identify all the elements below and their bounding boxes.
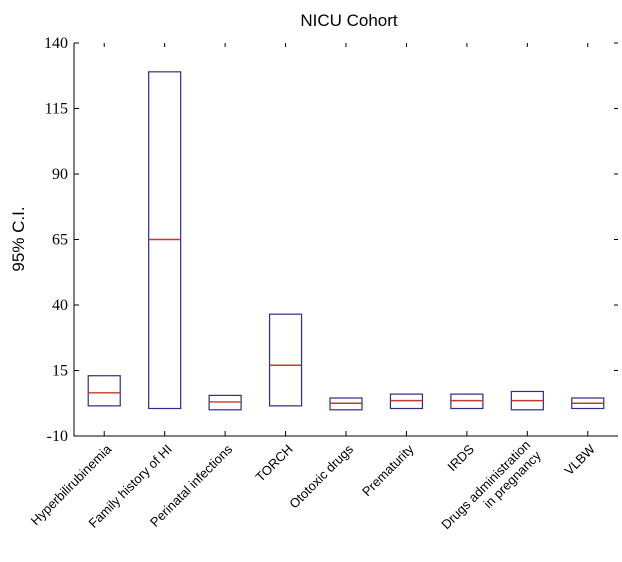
x-tick-label-line: Prematurity — [359, 441, 417, 499]
y-tick-label: 40 — [52, 297, 68, 314]
chart-title: NICU Cohort — [300, 11, 398, 30]
y-axis-label: 95% C.I. — [9, 206, 28, 271]
y-tick-label: 90 — [52, 166, 68, 183]
y-tick-label: 115 — [45, 101, 68, 118]
x-tick-label: Prematurity — [359, 441, 417, 499]
y-tick-label: 65 — [52, 232, 68, 249]
y-tick-label: 15 — [52, 363, 68, 380]
x-tick-label: VLBW — [561, 441, 598, 478]
x-tick-label-line: IRDS — [444, 441, 477, 474]
x-tick-label: TORCH — [253, 442, 296, 485]
x-tick-label: IRDS — [444, 441, 477, 474]
x-tick-label-line: TORCH — [253, 442, 296, 485]
ci-box — [87, 375, 121, 407]
ci-box — [268, 313, 303, 407]
plot-area: 14011590654015-10HyperbilirubinemiaFamil… — [28, 35, 618, 532]
x-tick-label-line: Drugs administration — [438, 437, 533, 532]
x-tick-label-line: Ototoxic drugs — [286, 441, 356, 511]
x-tick-label-line: VLBW — [561, 441, 598, 478]
y-tick-label: 140 — [44, 35, 68, 52]
x-tick-label: Ototoxic drugs — [286, 441, 356, 511]
y-tick-label: -10 — [47, 428, 68, 445]
